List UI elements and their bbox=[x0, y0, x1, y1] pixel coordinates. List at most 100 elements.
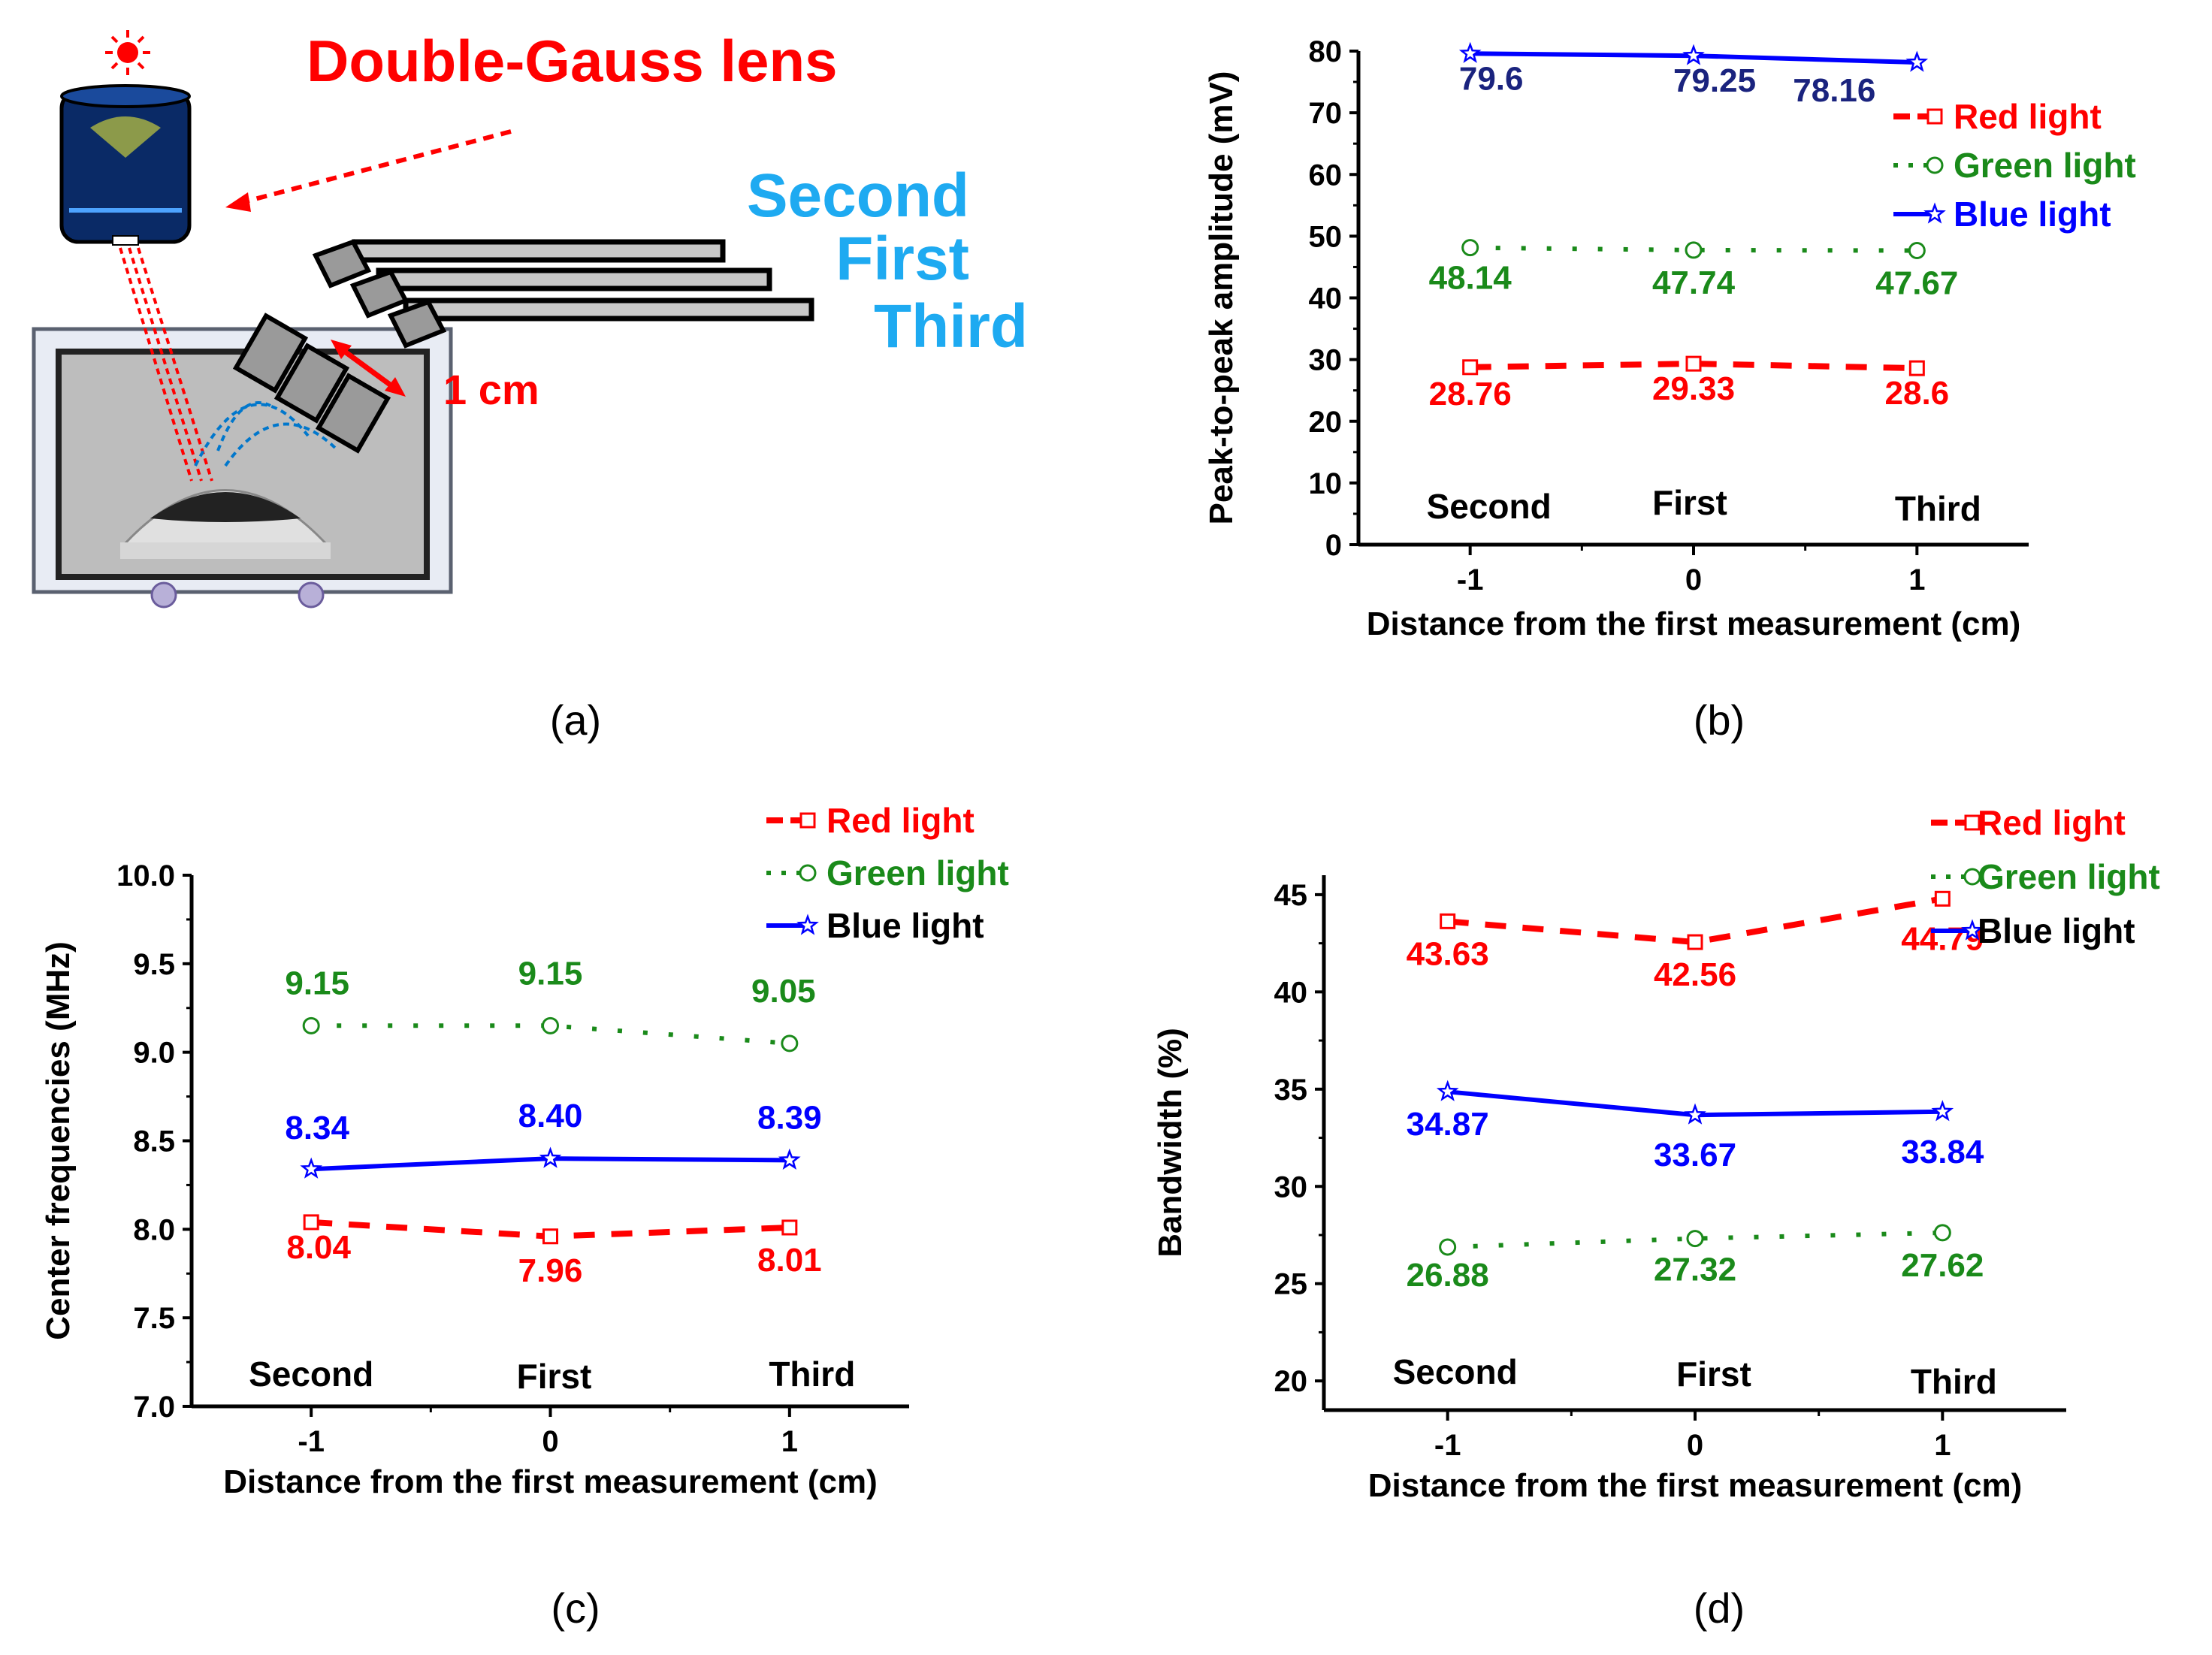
legend-label: Green light bbox=[1978, 857, 2160, 896]
x-tick-label: 1 bbox=[781, 1425, 798, 1458]
y-tick-label: 9.5 bbox=[133, 948, 175, 981]
legend-label: Red light bbox=[1978, 803, 2126, 842]
data-label: 28.6 bbox=[1885, 375, 1950, 412]
y-tick-label: 8.5 bbox=[133, 1125, 175, 1158]
series-line bbox=[1447, 895, 1943, 946]
data-point bbox=[1905, 50, 1929, 72]
y-tick-label: 50 bbox=[1309, 220, 1343, 253]
data-label: 42.56 bbox=[1654, 956, 1736, 993]
data-label: 79.25 bbox=[1673, 62, 1756, 99]
data-point bbox=[300, 1157, 323, 1179]
data-label: 29.33 bbox=[1652, 370, 1735, 407]
data-point bbox=[1684, 1103, 1706, 1125]
legend-label: Blue light bbox=[1954, 195, 2111, 234]
y-tick-label: 20 bbox=[1309, 406, 1343, 439]
legend-label: Red light bbox=[826, 801, 975, 840]
data-point bbox=[539, 1146, 562, 1168]
y-axis-label: Center frequencies (MHz) bbox=[40, 941, 77, 1340]
legend-marker bbox=[1926, 108, 1943, 125]
data-point bbox=[1933, 1224, 1951, 1242]
spacing-arrow bbox=[334, 343, 400, 393]
data-point bbox=[778, 1148, 801, 1170]
y-tick-label: 40 bbox=[1274, 976, 1308, 1009]
legend-label: Blue light bbox=[1978, 911, 2135, 950]
x-tick-label: 0 bbox=[1687, 1429, 1703, 1462]
y-tick-label: 80 bbox=[1309, 35, 1343, 68]
data-point bbox=[1436, 1080, 1459, 1101]
data-label: 28.76 bbox=[1429, 376, 1512, 412]
panel-label-c: (c) bbox=[551, 1584, 600, 1632]
data-label: 27.32 bbox=[1654, 1252, 1736, 1288]
legend-marker bbox=[1923, 202, 1946, 224]
x-tick-label: 1 bbox=[1934, 1429, 1951, 1462]
y-tick-label: 7.0 bbox=[133, 1391, 175, 1424]
x-tick-label: 0 bbox=[542, 1425, 558, 1458]
data-point bbox=[1931, 1100, 1954, 1122]
y-tick-label: 30 bbox=[1309, 344, 1343, 377]
position-label: Second bbox=[1427, 487, 1552, 526]
legend-marker bbox=[1963, 868, 1981, 886]
y-axis-label: Peak-to-peak amplitude (mV) bbox=[1203, 71, 1240, 525]
data-point bbox=[1685, 355, 1702, 372]
data-point bbox=[542, 1228, 558, 1245]
x-tick-label: -1 bbox=[1457, 563, 1484, 596]
transducer-arms bbox=[194, 239, 814, 467]
data-point bbox=[302, 1016, 320, 1034]
data-point bbox=[1934, 890, 1951, 907]
y-tick-label: 10 bbox=[1309, 467, 1343, 500]
data-label: 27.62 bbox=[1901, 1247, 1984, 1284]
legend-label: Green light bbox=[1954, 146, 2136, 185]
x-tick-label: 0 bbox=[1685, 563, 1702, 596]
data-label: 33.84 bbox=[1901, 1134, 1984, 1170]
position-label-third: Third bbox=[874, 292, 1028, 361]
data-point bbox=[1685, 241, 1703, 259]
legend-label: Blue light bbox=[826, 906, 984, 945]
chart-b: 0 10 20 30 40 50 60 70 80 -1 0 1 Distance from the f… bbox=[1203, 35, 2136, 642]
position-label: First bbox=[1652, 483, 1727, 522]
y-tick-label: 25 bbox=[1274, 1268, 1308, 1301]
x-axis-label: Distance from the first measurement (cm) bbox=[223, 1463, 877, 1500]
data-label: 8.01 bbox=[757, 1242, 822, 1279]
position-label: First bbox=[517, 1357, 592, 1396]
data-point bbox=[1439, 1238, 1457, 1256]
y-tick-label: 10.0 bbox=[116, 859, 175, 892]
y-tick-label: 30 bbox=[1274, 1170, 1308, 1203]
legend-marker bbox=[799, 864, 817, 882]
y-axis-label: Bandwidth (%) bbox=[1152, 1028, 1189, 1258]
data-label: 8.39 bbox=[757, 1099, 822, 1136]
position-label-first: First bbox=[836, 225, 969, 293]
data-point bbox=[781, 1034, 799, 1052]
legend-marker bbox=[799, 812, 816, 829]
data-label: 26.88 bbox=[1407, 1257, 1489, 1294]
series-line bbox=[311, 1023, 790, 1046]
lens-label: Double-Gauss lens bbox=[307, 28, 838, 94]
data-point bbox=[1908, 242, 1926, 260]
data-point bbox=[1462, 359, 1479, 376]
x-tick-label: -1 bbox=[298, 1425, 325, 1458]
y-tick-label: 70 bbox=[1309, 97, 1343, 130]
position-label: Third bbox=[1911, 1362, 1997, 1401]
double-gauss-lens-icon bbox=[59, 84, 192, 246]
data-point bbox=[781, 1219, 798, 1236]
data-point bbox=[542, 1016, 559, 1034]
position-label: First bbox=[1676, 1355, 1751, 1394]
panel-a-diagram: Double-Gauss lens bbox=[32, 28, 1028, 609]
data-label: 78.16 bbox=[1793, 72, 1875, 109]
position-label: Second bbox=[249, 1355, 373, 1394]
x-axis-label: Distance from the first measurement (cm) bbox=[1367, 606, 2020, 642]
spacing-label: 1 cm bbox=[443, 366, 539, 413]
lens-arrow bbox=[240, 129, 512, 205]
y-tick-label: 8.0 bbox=[133, 1213, 175, 1246]
chart-c: 7.0 7.5 8.0 8.5 9.0 9.5 10.0 -1 0 1 Distance from … bbox=[40, 801, 1009, 1500]
data-point bbox=[1458, 41, 1482, 63]
data-label: 34.87 bbox=[1407, 1106, 1489, 1143]
data-point bbox=[1908, 360, 1925, 376]
legend-marker bbox=[1926, 156, 1944, 174]
data-point bbox=[1440, 913, 1456, 929]
data-point bbox=[1686, 1230, 1704, 1248]
y-tick-label: 35 bbox=[1274, 1074, 1308, 1107]
data-label: 47.67 bbox=[1875, 265, 1958, 302]
data-label: 9.15 bbox=[518, 955, 583, 992]
laser-beams bbox=[119, 247, 213, 482]
legend-marker bbox=[796, 914, 819, 935]
